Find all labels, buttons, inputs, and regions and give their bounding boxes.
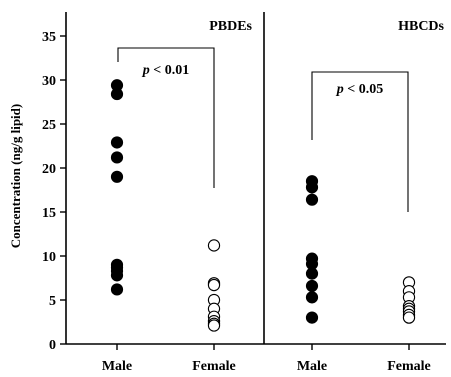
p-symbol-pbdes: p xyxy=(142,63,150,78)
data-point-male-hbcds xyxy=(305,291,319,304)
y-tick-label: 15 xyxy=(42,206,56,221)
y-tick-label: 35 xyxy=(42,30,56,45)
data-point-male-hbcds xyxy=(305,267,319,280)
panel-title-hbcds: HBCDs xyxy=(398,19,444,34)
p-value-pbdes: p < 0.01 xyxy=(142,63,189,78)
data-points xyxy=(110,79,416,332)
category-label-female-pbdes: Female xyxy=(192,359,236,374)
data-point-male-pbdes xyxy=(110,269,124,282)
y-tick-label: 5 xyxy=(49,294,56,309)
data-point-male-pbdes xyxy=(110,136,124,149)
data-point-male-pbdes xyxy=(110,283,124,296)
y-tick-label: 25 xyxy=(42,118,56,133)
category-label-male-pbdes: Male xyxy=(102,359,132,374)
significance-bracket-hbcds xyxy=(311,71,409,212)
data-point-male-hbcds xyxy=(305,279,319,293)
data-point-male-hbcds xyxy=(305,181,319,194)
data-point-female-pbdes xyxy=(207,278,221,292)
y-tick-label: 0 xyxy=(49,338,56,353)
p-threshold-hbcds: < 0.05 xyxy=(344,82,383,97)
data-point-male-pbdes xyxy=(110,170,124,183)
data-point-male-pbdes xyxy=(110,151,124,164)
y-tick-label: 10 xyxy=(42,250,56,265)
y-axis-ticks: 0 5 10 15 20 25 30 35 xyxy=(42,30,410,353)
category-label-female-hbcds: Female xyxy=(387,359,431,374)
data-point-female-hbcds xyxy=(402,311,416,324)
p-symbol-hbcds: p xyxy=(336,82,344,97)
p-threshold-pbdes: < 0.01 xyxy=(150,63,189,78)
panel-title-pbdes: PBDEs xyxy=(209,19,252,34)
data-point-male-hbcds xyxy=(305,193,319,206)
data-point-male-hbcds xyxy=(305,311,319,324)
data-point-female-pbdes xyxy=(207,319,221,332)
data-point-male-pbdes xyxy=(110,87,124,101)
p-value-hbcds: p < 0.05 xyxy=(336,82,383,97)
significance-bracket-pbdes xyxy=(117,47,215,188)
y-tick-label: 20 xyxy=(42,162,56,177)
data-point-female-pbdes xyxy=(207,239,221,252)
y-axis-label: Concentration (ng/g lipid) xyxy=(8,104,23,248)
category-label-male-hbcds: Male xyxy=(297,359,327,374)
y-tick-label: 30 xyxy=(42,74,56,89)
